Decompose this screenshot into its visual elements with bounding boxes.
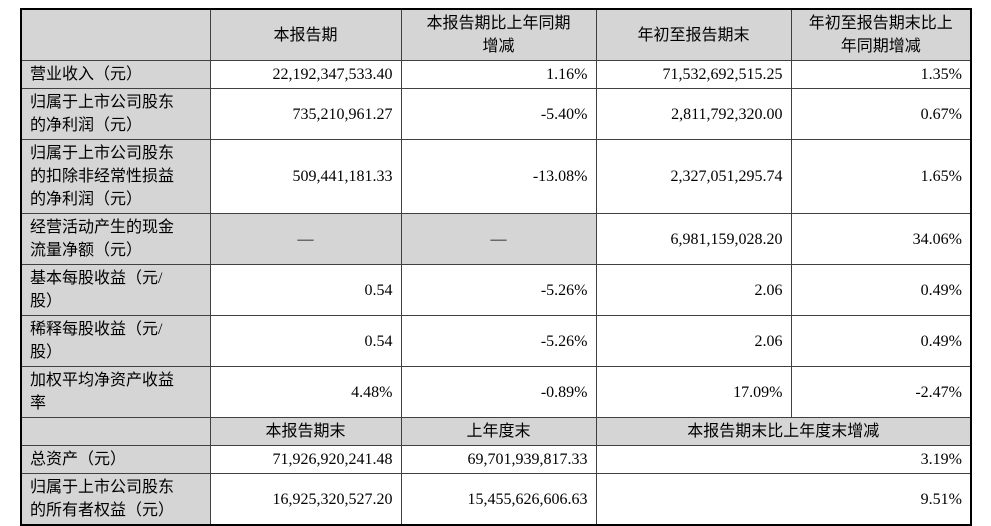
cell-value: 0.67% xyxy=(790,88,972,140)
row-label: 基本每股收益（元/ 股） xyxy=(20,264,211,316)
column-header-ytd: 年初至报告期末 xyxy=(595,8,792,61)
cell-value: 69,701,939,817.33 xyxy=(400,445,597,474)
row-label: 总资产（元） xyxy=(20,445,211,474)
cell-dash: — xyxy=(400,213,597,265)
row-label: 归属于上市公司股东 的净利润（元） xyxy=(20,88,211,140)
cell-value: 2.06 xyxy=(595,264,792,316)
table-row-diluted-eps: 稀释每股收益（元/ 股） 0.54 -5.26% 2.06 0.49% xyxy=(20,315,972,367)
financial-summary-table: 本报告期 本报告期比上年同期 增减 年初至报告期末 年初至报告期末比上 年同期增… xyxy=(20,8,972,526)
table-header-row-bottom: 本报告期末 上年度末 本报告期末比上年度末增减 xyxy=(20,417,972,446)
cell-value: 1.65% xyxy=(790,139,972,214)
table-row-net-profit-excl-nonrecurring: 归属于上市公司股东 的扣除非经常性损益 的净利润（元） 509,441,181.… xyxy=(20,139,972,214)
row-label: 稀释每股收益（元/ 股） xyxy=(20,315,211,367)
cell-value: 6,981,159,028.20 xyxy=(595,213,792,265)
cell-value: 4.48% xyxy=(209,366,402,418)
column-header-ytd-change: 年初至报告期末比上 年同期增减 xyxy=(790,8,972,61)
cell-value: 0.54 xyxy=(209,315,402,367)
cell-value: -2.47% xyxy=(790,366,972,418)
row-label: 加权平均净资产收益 率 xyxy=(20,366,211,418)
table-row-basic-eps: 基本每股收益（元/ 股） 0.54 -5.26% 2.06 0.49% xyxy=(20,264,972,316)
row-label: 归属于上市公司股东 的扣除非经常性损益 的净利润（元） xyxy=(20,139,211,214)
column-header-period-end: 本报告期末 xyxy=(209,417,402,446)
row-label: 经营活动产生的现金 流量净额（元） xyxy=(20,213,211,265)
cell-value: 0.49% xyxy=(790,264,972,316)
cell-value: -5.40% xyxy=(400,88,597,140)
cell-value: 509,441,181.33 xyxy=(209,139,402,214)
cell-value: 735,210,961.27 xyxy=(209,88,402,140)
cell-value: 22,192,347,533.40 xyxy=(209,60,402,89)
column-header-blank xyxy=(20,417,211,446)
cell-value: 2,811,792,320.00 xyxy=(595,88,792,140)
table-row-owners-equity: 归属于上市公司股东 的所有者权益（元） 16,925,320,527.20 15… xyxy=(20,473,972,526)
table-row-operating-cash-flow: 经营活动产生的现金 流量净额（元） — — 6,981,159,028.20 3… xyxy=(20,213,972,265)
cell-value: 0.54 xyxy=(209,264,402,316)
table-row-revenue: 营业收入（元） 22,192,347,533.40 1.16% 71,532,6… xyxy=(20,60,972,89)
cell-dash: — xyxy=(209,213,402,265)
table-row-net-profit: 归属于上市公司股东 的净利润（元） 735,210,961.27 -5.40% … xyxy=(20,88,972,140)
cell-value: 0.49% xyxy=(790,315,972,367)
row-label: 归属于上市公司股东 的所有者权益（元） xyxy=(20,473,211,526)
cell-value: 2.06 xyxy=(595,315,792,367)
cell-value: 34.06% xyxy=(790,213,972,265)
cell-value: 3.19% xyxy=(595,445,972,474)
table-row-total-assets: 总资产（元） 71,926,920,241.48 69,701,939,817.… xyxy=(20,445,972,474)
column-header-period-end-change: 本报告期末比上年度末增减 xyxy=(595,417,972,446)
column-header-current-period: 本报告期 xyxy=(209,8,402,61)
cell-value: -5.26% xyxy=(400,264,597,316)
cell-value: -5.26% xyxy=(400,315,597,367)
cell-value: 2,327,051,295.74 xyxy=(595,139,792,214)
column-header-period-change: 本报告期比上年同期 增减 xyxy=(400,8,597,61)
cell-value: 71,532,692,515.25 xyxy=(595,60,792,89)
cell-value: 17.09% xyxy=(595,366,792,418)
cell-value: -0.89% xyxy=(400,366,597,418)
column-header-prior-year-end: 上年度末 xyxy=(400,417,597,446)
row-label: 营业收入（元） xyxy=(20,60,211,89)
column-header-blank xyxy=(20,8,211,61)
cell-value: 1.16% xyxy=(400,60,597,89)
cell-value: 1.35% xyxy=(790,60,972,89)
cell-value: -13.08% xyxy=(400,139,597,214)
cell-value: 9.51% xyxy=(595,473,972,526)
cell-value: 71,926,920,241.48 xyxy=(209,445,402,474)
cell-value: 15,455,626,606.63 xyxy=(400,473,597,526)
cell-value: 16,925,320,527.20 xyxy=(209,473,402,526)
table-header-row-top: 本报告期 本报告期比上年同期 增减 年初至报告期末 年初至报告期末比上 年同期增… xyxy=(20,8,972,61)
table-row-weighted-avg-roe: 加权平均净资产收益 率 4.48% -0.89% 17.09% -2.47% xyxy=(20,366,972,418)
